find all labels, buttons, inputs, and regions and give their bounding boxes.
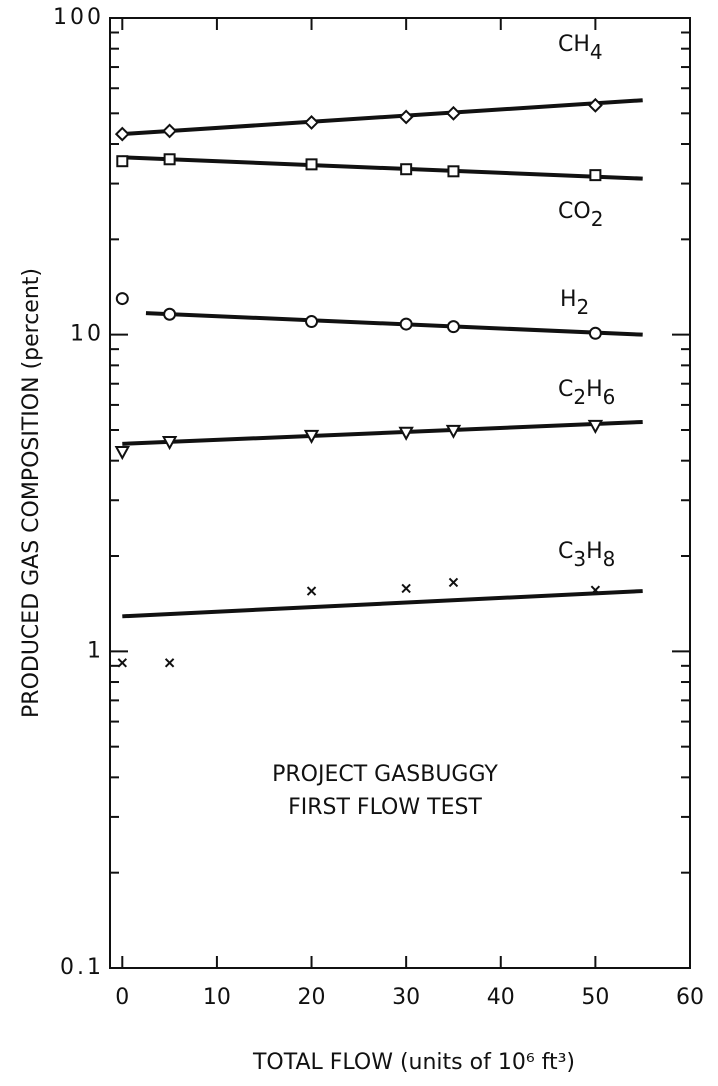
fit-line	[145, 311, 643, 337]
y-tick-label: 1	[87, 638, 104, 663]
x-tick-label: 10	[203, 985, 231, 1010]
fit-line	[122, 419, 643, 446]
x-tick-label: 0	[115, 985, 129, 1010]
data-point	[447, 165, 460, 178]
y-tick-label: 0.1	[60, 955, 104, 980]
data-point	[305, 158, 318, 171]
data-point	[303, 429, 320, 444]
x-tick-label: 30	[392, 985, 420, 1010]
data-point	[587, 97, 603, 113]
y-tick-label: 10	[70, 322, 104, 347]
data-point	[114, 126, 130, 142]
data-point	[164, 658, 175, 668]
y-tick-label: 100	[53, 5, 104, 30]
annotation: FIRST FLOW TEST	[288, 795, 482, 820]
plot-frame	[109, 17, 691, 969]
x-tick-label: 20	[298, 985, 326, 1010]
x-tick-label: 50	[581, 985, 609, 1010]
legend-label: C3H8	[558, 539, 615, 571]
data-point	[114, 446, 130, 461]
x-axis-label: TOTAL FLOW (units of 10⁶ ft³)	[252, 1050, 575, 1075]
data-point	[590, 585, 601, 595]
data-point	[588, 326, 602, 340]
data-point	[163, 307, 177, 321]
data-point	[398, 109, 414, 125]
data-point	[116, 155, 129, 168]
data-point	[448, 577, 459, 588]
legend-label: CH4	[558, 32, 603, 64]
data-point	[401, 583, 411, 594]
legend-label: H2	[560, 287, 589, 319]
data-point	[304, 115, 319, 130]
fit-line	[122, 98, 643, 137]
data-point	[399, 317, 413, 331]
data-point	[161, 436, 178, 451]
legend-label: C2H6	[558, 377, 615, 409]
data-point	[117, 658, 128, 668]
data-point	[305, 315, 319, 329]
data-point	[589, 169, 602, 182]
fit-line	[122, 589, 643, 619]
x-tick-label: 40	[487, 985, 515, 1010]
data-point	[400, 163, 413, 176]
data-point	[398, 426, 414, 441]
data-point	[446, 320, 460, 334]
legend-label: CO2	[558, 199, 603, 231]
fit-line	[122, 155, 643, 181]
data-point	[445, 424, 462, 439]
y-axis-label: PRODUCED GAS COMPOSITION (percent)	[19, 268, 44, 718]
data-point	[446, 105, 461, 121]
x-tick-label: 60	[676, 985, 704, 1010]
data-point	[587, 419, 604, 435]
data-point	[163, 153, 176, 166]
data-point	[162, 123, 178, 139]
data-point	[115, 292, 129, 306]
data-point	[306, 586, 317, 596]
annotation: PROJECT GASBUGGY	[272, 762, 498, 787]
